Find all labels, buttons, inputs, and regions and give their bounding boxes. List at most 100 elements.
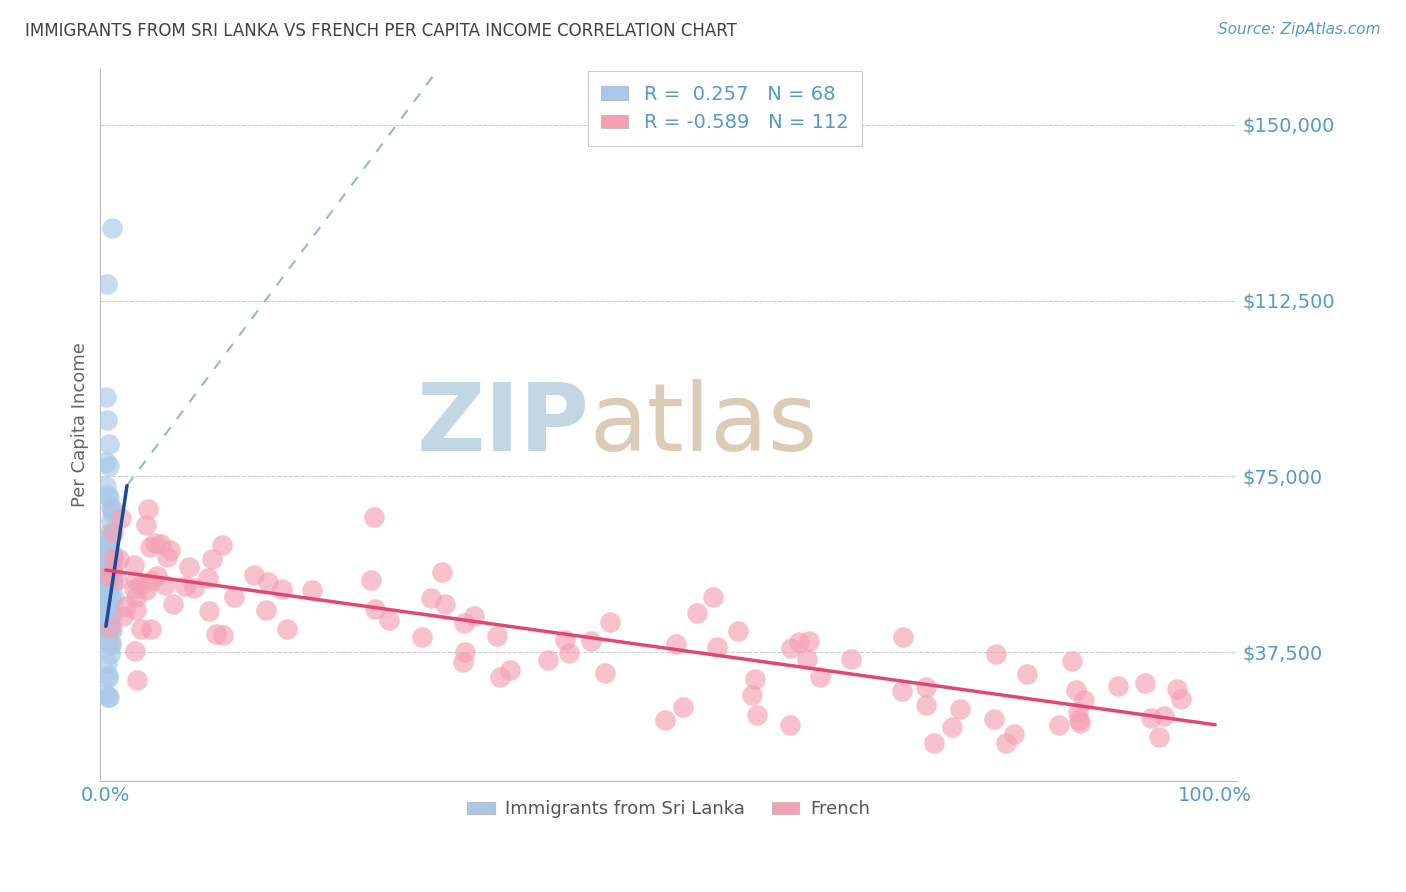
Point [149, 537, 172, 551]
Point [983, 712, 1005, 726]
Point [125, 574, 148, 589]
Point [1064, 683, 1087, 698]
Text: IMMIGRANTS FROM SRI LANKA VS FRENCH PER CAPITA INCOME CORRELATION CHART: IMMIGRANTS FROM SRI LANKA VS FRENCH PER … [25, 22, 737, 40]
Point [135, 582, 157, 597]
Point [96, 277, 118, 292]
Point [96, 390, 118, 404]
Point [430, 566, 453, 580]
Point [97, 566, 120, 580]
Point [96, 478, 118, 492]
Point [97, 574, 120, 589]
Point [96, 536, 118, 550]
Point [183, 582, 205, 596]
Point [100, 591, 122, 605]
Point [122, 582, 145, 596]
Point [97, 667, 120, 681]
Point [454, 645, 477, 659]
Point [1140, 711, 1163, 725]
Point [363, 510, 385, 524]
Point [98, 559, 121, 574]
Point [101, 565, 124, 579]
Text: Source: ZipAtlas.com: Source: ZipAtlas.com [1218, 22, 1381, 37]
Point [129, 578, 152, 592]
Point [197, 604, 219, 618]
Point [1170, 692, 1192, 706]
Y-axis label: Per Capita Income: Per Capita Income [72, 343, 89, 508]
Point [197, 571, 219, 585]
Point [174, 579, 197, 593]
Point [159, 542, 181, 557]
Point [139, 574, 162, 589]
Point [101, 551, 124, 566]
Point [97, 610, 120, 624]
Point [1047, 718, 1070, 732]
Point [139, 540, 162, 554]
Point [744, 673, 766, 687]
Point [360, 573, 382, 587]
Point [124, 644, 146, 658]
Point [96, 549, 118, 563]
Point [779, 718, 801, 732]
Point [1133, 676, 1156, 690]
Point [499, 664, 522, 678]
Point [211, 538, 233, 552]
Point [489, 670, 512, 684]
Point [205, 626, 228, 640]
Point [97, 690, 120, 704]
Point [949, 702, 972, 716]
Point [96, 563, 118, 577]
Point [554, 632, 576, 647]
Point [377, 613, 399, 627]
Point [915, 680, 938, 694]
Point [111, 609, 134, 624]
Point [145, 569, 167, 583]
Point [100, 591, 122, 605]
Point [97, 542, 120, 557]
Point [891, 630, 914, 644]
Point [96, 587, 118, 601]
Legend: Immigrants from Sri Lanka, French: Immigrants from Sri Lanka, French [460, 793, 877, 825]
Point [433, 598, 456, 612]
Point [97, 598, 120, 612]
Point [222, 590, 245, 604]
Point [558, 646, 581, 660]
Point [100, 618, 122, 632]
Point [97, 606, 120, 620]
Point [96, 624, 118, 639]
Point [579, 633, 602, 648]
Point [96, 533, 118, 547]
Point [890, 684, 912, 698]
Point [96, 615, 118, 630]
Point [986, 648, 1008, 662]
Point [1069, 715, 1091, 730]
Point [97, 568, 120, 582]
Point [98, 621, 121, 635]
Point [706, 640, 728, 654]
Point [463, 609, 485, 624]
Point [301, 583, 323, 598]
Point [100, 527, 122, 541]
Point [98, 459, 121, 474]
Point [96, 579, 118, 593]
Point [741, 688, 763, 702]
Point [110, 511, 132, 525]
Point [100, 506, 122, 520]
Point [105, 574, 128, 588]
Point [103, 576, 125, 591]
Point [1015, 667, 1038, 681]
Point [994, 737, 1017, 751]
Point [125, 591, 148, 605]
Point [100, 500, 122, 515]
Point [156, 550, 179, 565]
Point [451, 656, 474, 670]
Point [420, 591, 443, 605]
Point [914, 698, 936, 713]
Point [97, 671, 120, 685]
Point [787, 634, 810, 648]
Point [1153, 709, 1175, 723]
Point [101, 570, 124, 584]
Point [411, 630, 433, 644]
Point [665, 637, 688, 651]
Point [114, 599, 136, 614]
Point [1067, 705, 1090, 719]
